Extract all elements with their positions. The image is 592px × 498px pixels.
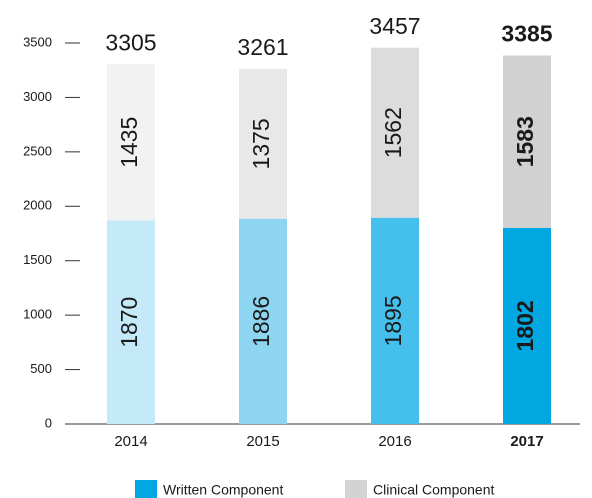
bar-segment	[371, 47, 419, 218]
total-label: 3261	[237, 34, 288, 60]
total-label: 3385	[501, 21, 552, 47]
bar-segment	[503, 227, 551, 424]
y-tick-label: 0	[45, 415, 52, 430]
value-label: 1870	[116, 297, 142, 348]
bar-segment	[107, 220, 155, 424]
value-label: 1435	[116, 117, 142, 168]
y-tick-label: 3000	[23, 89, 52, 104]
y-tick-label: 1500	[23, 252, 52, 267]
y-tick-label: 1000	[23, 307, 52, 322]
bar-segment	[107, 64, 155, 221]
legend-swatch	[345, 480, 367, 498]
value-label: 1895	[380, 295, 406, 346]
value-label: 1583	[512, 116, 538, 167]
value-label: 1802	[512, 300, 538, 351]
x-tick-label: 2015	[246, 433, 279, 450]
x-tick-label: 2014	[114, 433, 147, 450]
y-tick-label: 2000	[23, 198, 52, 213]
y-tick-label: 500	[30, 361, 52, 376]
total-label: 3305	[105, 29, 156, 55]
bar-segment	[503, 55, 551, 228]
total-label: 3457	[369, 13, 420, 39]
y-tick-label: 3500	[23, 34, 52, 49]
legend-label: Clinical Component	[373, 482, 495, 498]
x-tick-label: 2017	[510, 433, 543, 450]
bar-segment	[239, 218, 287, 424]
x-tick-label: 2016	[378, 433, 411, 450]
bar-segment	[371, 217, 419, 424]
value-label: 1375	[248, 118, 274, 169]
legend-label: Written Component	[163, 482, 283, 498]
value-label: 1886	[248, 296, 274, 347]
legend-swatch	[135, 480, 157, 498]
value-label: 1562	[380, 107, 406, 158]
bar-segment	[239, 69, 287, 219]
y-tick-label: 2500	[23, 143, 52, 158]
